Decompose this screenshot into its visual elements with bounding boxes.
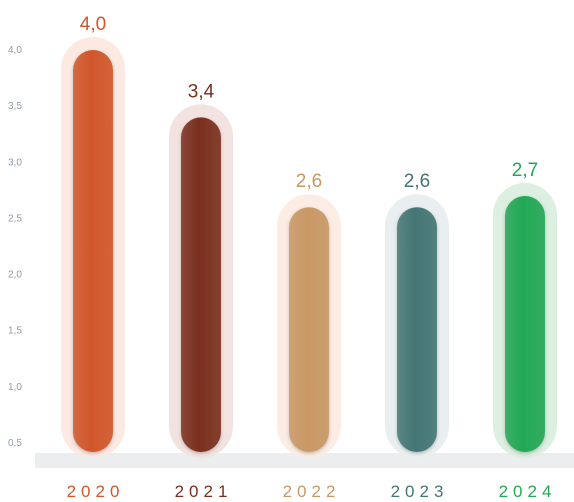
baseline-band-rect: [35, 453, 574, 468]
x-tick-label-2023: 2023: [391, 482, 449, 501]
value-labels: 4,0 3,4 2,6 2,6 2,7: [80, 14, 538, 192]
x-tick-label-2024: 2024: [499, 482, 557, 501]
x-tick-label-2021: 2021: [175, 482, 233, 501]
x-axis: 2020 2021 2022 2023 2024: [67, 482, 557, 501]
x-tick-label-2020: 2020: [67, 482, 125, 501]
y-tick-label: 3,5: [8, 101, 22, 112]
value-label-2024: 2,7: [512, 160, 538, 181]
bars: [61, 37, 557, 458]
value-label-2023: 2,6: [404, 171, 430, 192]
value-label-2020: 4,0: [80, 14, 106, 35]
bar-2022: [289, 207, 329, 452]
y-tick-label: 4,0: [8, 45, 22, 56]
bar-2021: [181, 117, 221, 452]
baseline-band: [35, 453, 574, 468]
value-label-2022: 2,6: [296, 171, 322, 192]
y-tick-label: 2,0: [8, 270, 22, 281]
bar-2020: [73, 50, 113, 452]
y-tick-label: 2,5: [8, 213, 22, 224]
bar-2024: [505, 195, 545, 452]
bar-2023: [397, 207, 437, 452]
y-tick-label: 3,0: [8, 157, 22, 168]
y-tick-label: 1,0: [8, 382, 22, 393]
y-tick-label: 0,5: [8, 438, 22, 449]
y-axis: 0,5 1,0 1,5 2,0 2,5 3,0 3,5 4,0: [8, 45, 22, 449]
x-tick-label-2022: 2022: [283, 482, 341, 501]
value-label-2021: 3,4: [188, 81, 215, 102]
y-tick-label: 1,5: [8, 326, 22, 337]
